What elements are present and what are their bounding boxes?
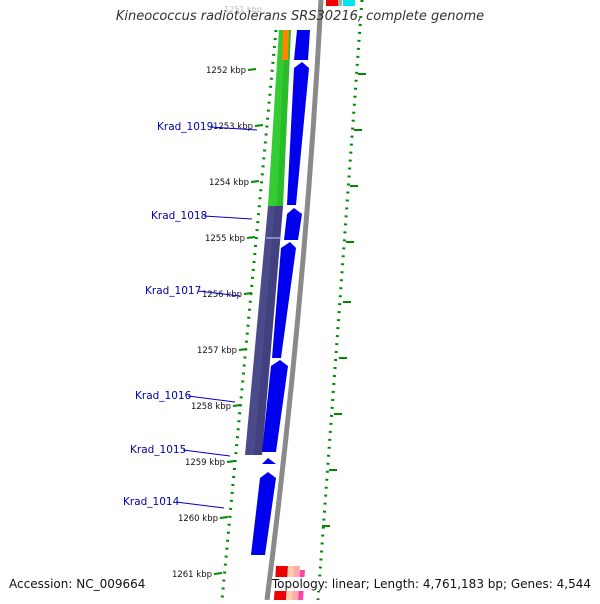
ruler-label: 1259 kbp xyxy=(185,458,225,468)
gene-arrow-krad-1017[interactable] xyxy=(272,242,296,358)
gene-arrow-krad-1016[interactable] xyxy=(262,360,288,452)
ruler-label: 1261 kbp xyxy=(172,570,212,580)
ruler-label-top: 1251 kbp xyxy=(224,5,262,14)
orange-band xyxy=(282,30,289,60)
feature-bands xyxy=(245,30,291,455)
ruler-tick xyxy=(246,236,256,239)
ruler-tick xyxy=(232,404,242,407)
gene-leader-line xyxy=(209,126,258,131)
green-band-shade xyxy=(277,30,291,206)
accession-label: Accession: NC_009664 xyxy=(9,577,146,591)
gene-label-krad-1015[interactable]: Krad_1015 xyxy=(130,444,186,456)
gene-leader-line xyxy=(197,290,241,297)
ruler-tick xyxy=(219,516,229,519)
gene-arrow-krad-1015[interactable] xyxy=(262,458,276,464)
chromosome-backbone xyxy=(264,0,324,601)
ruler-label: 1256 kbp xyxy=(202,290,242,300)
ruler-label: 1257 kbp xyxy=(197,346,237,356)
gene-label-krad-1014[interactable]: Krad_1014 xyxy=(123,496,180,508)
ruler-label: 1258 kbp xyxy=(191,402,231,412)
purple-band-shade xyxy=(254,206,283,455)
ruler-label: 1255 kbp xyxy=(205,234,245,244)
gene-leader-line xyxy=(203,215,253,220)
ruler-label: 1254 kbp xyxy=(209,178,249,188)
ruler-tick xyxy=(250,180,260,183)
ruler-tick xyxy=(213,572,223,575)
gene-label-krad-1016[interactable]: Krad_1016 xyxy=(135,390,192,402)
gene-arrow-krad-1019[interactable] xyxy=(287,62,309,205)
ruler-tick xyxy=(247,68,257,71)
ruler-tick xyxy=(238,348,248,351)
gene-labels[interactable]: Krad_1019 Krad_1018 Krad_1017 Krad_1016 Krad… xyxy=(123,121,258,509)
ruler-label: 1260 kbp xyxy=(178,514,218,524)
gene-leader-line xyxy=(187,395,236,403)
coordinate-ruler: 1252 kbp 1253 kbp 1254 kbp 1255 kbp 1256 kbp… xyxy=(172,5,264,580)
gene-label-krad-1017[interactable]: Krad_1017 xyxy=(145,285,201,297)
ruler-label: 1252 kbp xyxy=(206,66,246,76)
ruler-tick xyxy=(226,460,236,463)
gc-skew-marks xyxy=(322,73,366,527)
gene-arrow-krad-1014[interactable] xyxy=(251,472,276,555)
ruler-label: 1253 kbp xyxy=(213,122,253,132)
gene-leader-line xyxy=(175,501,225,509)
gc-dotted-track-right xyxy=(316,0,364,601)
gene-arrow-krad-1018[interactable] xyxy=(284,208,302,240)
genome-title: Kineococcus radiotolerans SRS30216, comp… xyxy=(115,9,485,24)
ruler-tick xyxy=(254,124,264,127)
gene-arrow-top[interactable] xyxy=(294,30,310,60)
top-feature-blocks xyxy=(326,0,355,6)
gene-leader-line xyxy=(182,449,231,457)
ruler-tick xyxy=(243,292,253,295)
gene-label-krad-1018[interactable]: Krad_1018 xyxy=(151,210,207,222)
gene-arrows[interactable] xyxy=(251,30,310,555)
gene-label-krad-1019[interactable]: Krad_1019 xyxy=(157,121,213,133)
genome-summary: Topology: linear; Length: 4,761,183 bp; … xyxy=(271,577,591,591)
